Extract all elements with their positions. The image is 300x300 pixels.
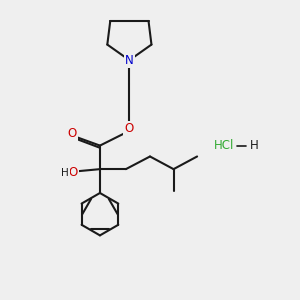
Text: O: O bbox=[67, 127, 76, 140]
Text: O: O bbox=[68, 167, 77, 179]
Text: H: H bbox=[250, 139, 259, 152]
Text: N: N bbox=[125, 54, 134, 67]
Text: HCl: HCl bbox=[213, 139, 234, 152]
Text: H: H bbox=[61, 168, 69, 178]
Text: O: O bbox=[125, 122, 134, 135]
